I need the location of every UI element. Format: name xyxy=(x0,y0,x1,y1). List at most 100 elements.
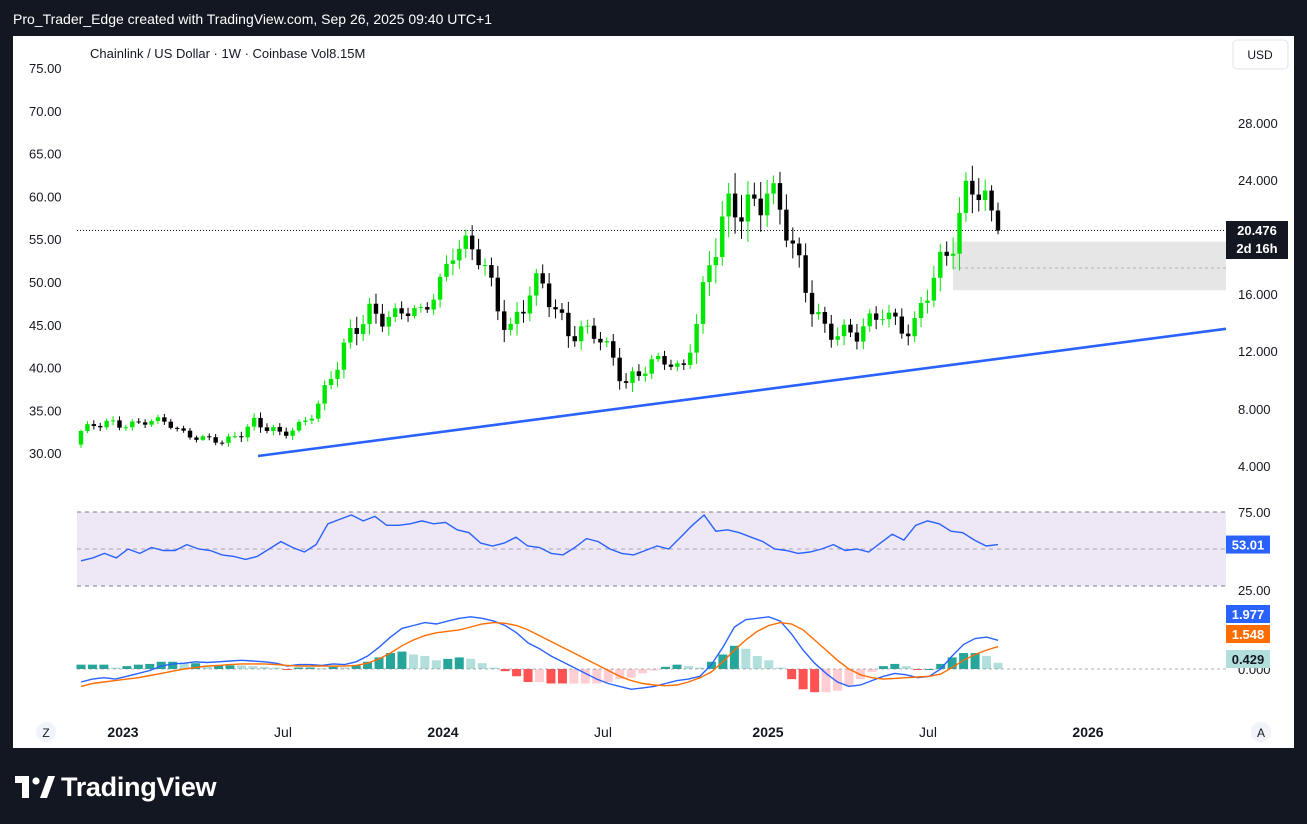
candlestick-series[interactable] xyxy=(78,165,1001,448)
candle[interactable] xyxy=(117,416,122,431)
candle[interactable] xyxy=(566,301,571,348)
ascending-trendline[interactable] xyxy=(257,327,1227,458)
candle[interactable] xyxy=(797,237,802,268)
candle[interactable] xyxy=(540,264,545,289)
candle[interactable] xyxy=(803,243,808,303)
candle[interactable] xyxy=(110,416,116,426)
candle[interactable] xyxy=(226,433,231,447)
candle[interactable] xyxy=(264,423,270,434)
candle[interactable] xyxy=(508,317,513,336)
candle[interactable] xyxy=(912,311,917,343)
candle[interactable] xyxy=(591,317,597,344)
candle[interactable] xyxy=(777,171,783,225)
candle[interactable] xyxy=(232,431,238,439)
candle[interactable] xyxy=(502,300,507,343)
candle[interactable] xyxy=(277,423,282,436)
candle[interactable] xyxy=(316,400,321,422)
candle[interactable] xyxy=(360,314,366,342)
candle[interactable] xyxy=(328,371,334,390)
candle[interactable] xyxy=(431,294,436,315)
candle[interactable] xyxy=(354,316,359,346)
candle[interactable] xyxy=(841,319,847,346)
candle[interactable] xyxy=(687,344,693,369)
candle[interactable] xyxy=(348,319,353,349)
candle[interactable] xyxy=(213,433,218,446)
candle[interactable] xyxy=(938,243,943,292)
candle[interactable] xyxy=(149,419,154,427)
candle[interactable] xyxy=(623,373,629,389)
candle[interactable] xyxy=(809,280,815,327)
candle[interactable] xyxy=(790,227,795,259)
candle[interactable] xyxy=(296,419,302,433)
candle[interactable] xyxy=(495,265,501,321)
candle[interactable] xyxy=(976,178,981,212)
candle[interactable] xyxy=(527,286,533,322)
a-button[interactable]: A xyxy=(1251,722,1271,742)
candle[interactable] xyxy=(982,179,988,211)
candle[interactable] xyxy=(970,165,975,214)
candle[interactable] xyxy=(829,314,834,348)
candle[interactable] xyxy=(822,306,828,333)
candle[interactable] xyxy=(578,320,584,351)
candle[interactable] xyxy=(752,182,757,207)
candle[interactable] xyxy=(405,307,411,322)
candle[interactable] xyxy=(963,172,969,222)
candle[interactable] xyxy=(995,202,1001,235)
candle[interactable] xyxy=(482,258,488,276)
candle[interactable] xyxy=(457,240,462,269)
candle[interactable] xyxy=(604,337,610,348)
candle[interactable] xyxy=(91,420,97,430)
candle[interactable] xyxy=(245,424,250,442)
candle[interactable] xyxy=(559,303,565,321)
candle[interactable] xyxy=(463,229,468,258)
candle[interactable] xyxy=(335,361,340,388)
candle[interactable] xyxy=(816,303,821,320)
chart-panel[interactable]: Chainlink / US Dollar · 1W · Coinbase Vo… xyxy=(13,36,1294,748)
candle[interactable] xyxy=(873,306,879,330)
macd-signal-line[interactable] xyxy=(80,621,999,688)
candle[interactable] xyxy=(489,257,494,287)
candle[interactable] xyxy=(521,300,526,323)
candle[interactable] xyxy=(200,434,206,441)
candle[interactable] xyxy=(617,348,622,390)
candle[interactable] xyxy=(162,413,167,425)
candle[interactable] xyxy=(681,359,686,370)
candle[interactable] xyxy=(258,412,263,433)
candle[interactable] xyxy=(649,355,654,380)
candle[interactable] xyxy=(957,197,962,271)
candle[interactable] xyxy=(309,414,315,424)
candle[interactable] xyxy=(380,303,385,332)
candle[interactable] xyxy=(732,173,738,234)
candle[interactable] xyxy=(303,416,308,426)
candle[interactable] xyxy=(918,297,924,328)
candle[interactable] xyxy=(393,303,398,323)
candle[interactable] xyxy=(630,367,635,392)
candle[interactable] xyxy=(675,360,680,372)
candle[interactable] xyxy=(450,248,456,276)
candle[interactable] xyxy=(142,419,148,429)
candle[interactable] xyxy=(611,333,616,366)
candle[interactable] xyxy=(514,302,520,336)
candle[interactable] xyxy=(322,380,327,411)
candle[interactable] xyxy=(290,427,295,440)
candle[interactable] xyxy=(643,366,648,382)
candle[interactable] xyxy=(534,268,539,306)
candle[interactable] xyxy=(726,183,731,238)
candle[interactable] xyxy=(373,293,379,324)
candle[interactable] xyxy=(854,324,860,350)
candle[interactable] xyxy=(155,414,161,424)
candle[interactable] xyxy=(98,422,103,432)
candle[interactable] xyxy=(444,255,449,282)
candle[interactable] xyxy=(758,182,763,232)
candle[interactable] xyxy=(271,424,276,436)
candle[interactable] xyxy=(194,435,199,443)
candle[interactable] xyxy=(707,250,712,296)
candle[interactable] xyxy=(187,427,193,440)
candle[interactable] xyxy=(784,194,789,248)
candle[interactable] xyxy=(861,318,866,350)
macd-line[interactable] xyxy=(80,616,999,691)
candle[interactable] xyxy=(412,305,417,319)
candle[interactable] xyxy=(78,429,84,448)
candle[interactable] xyxy=(694,314,699,364)
